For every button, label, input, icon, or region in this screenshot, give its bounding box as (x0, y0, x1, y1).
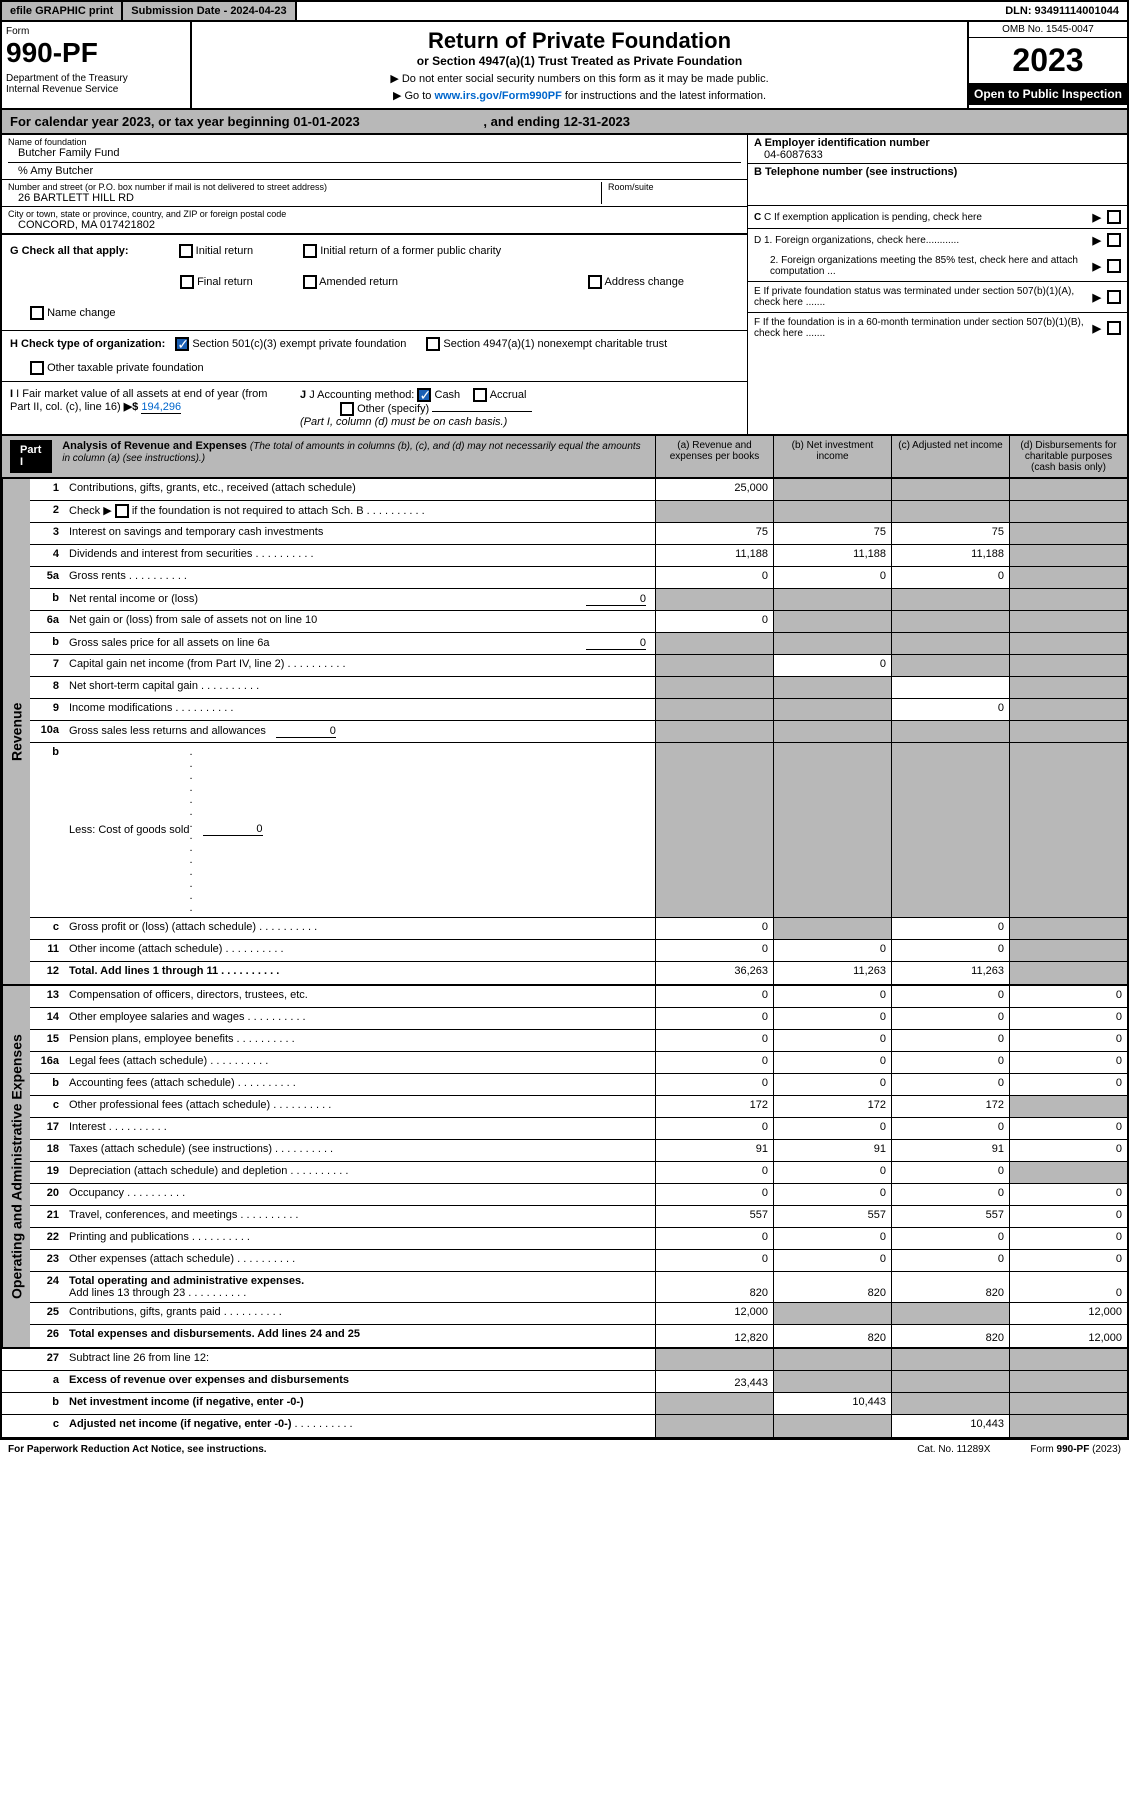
city-label: City or town, state or province, country… (8, 209, 741, 219)
checkbox-e[interactable] (1107, 290, 1121, 304)
dept-text: Department of the Treasury Internal Reve… (6, 73, 186, 95)
revenue-section: Revenue 1Contributions, gifts, grants, e… (0, 479, 1129, 986)
part-1-header: Part I Analysis of Revenue and Expenses … (0, 436, 1129, 479)
efile-button[interactable]: efile GRAPHIC print (2, 2, 123, 20)
top-bar: efile GRAPHIC print Submission Date - 20… (0, 0, 1129, 22)
care-of: % Amy Butcher (8, 162, 741, 177)
tax-year: 2023 (969, 38, 1127, 83)
col-c-header: (c) Adjusted net income (891, 436, 1009, 477)
name-label: Name of foundation (8, 137, 741, 147)
checkbox-name-change[interactable] (30, 306, 44, 320)
line-27-block: 27Subtract line 26 from line 12: aExcess… (0, 1349, 1129, 1439)
ein-label: A Employer identification number (754, 137, 1121, 149)
checkbox-4947[interactable] (426, 337, 440, 351)
checkbox-initial[interactable] (179, 244, 193, 258)
footer-cat: Cat. No. 11289X (917, 1444, 990, 1455)
checkbox-cash[interactable] (417, 388, 431, 402)
e-row: E If private foundation status was termi… (748, 282, 1127, 313)
checkbox-f[interactable] (1107, 321, 1121, 335)
ein: 04-6087633 (754, 149, 1121, 161)
form-label: Form (6, 26, 186, 37)
address: 26 BARTLETT HILL RD (8, 192, 601, 204)
l1-a: 25,000 (655, 479, 773, 500)
col-a-header: (a) Revenue and expenses per books (655, 436, 773, 477)
revenue-label: Revenue (2, 479, 30, 984)
f-row: F If the foundation is in a 60-month ter… (748, 313, 1127, 343)
form-number: 990-PF (6, 37, 186, 69)
g-row: G Check all that apply: Initial return I… (2, 234, 747, 330)
omb-number: OMB No. 1545-0047 (969, 22, 1127, 38)
checkbox-c[interactable] (1107, 210, 1121, 224)
checkbox-initial-former[interactable] (303, 244, 317, 258)
info-grid: Name of foundation Butcher Family Fund %… (0, 135, 1129, 436)
fmv-value[interactable]: 194,296 (141, 401, 181, 414)
addr-label: Number and street (or P.O. box number if… (8, 182, 601, 192)
c-row: C C If exemption application is pending,… (748, 206, 1127, 229)
col-d-header: (d) Disbursements for charitable purpose… (1009, 436, 1127, 477)
submission-date: Submission Date - 2024-04-23 (123, 2, 296, 20)
form-subtitle: or Section 4947(a)(1) Trust Treated as P… (198, 54, 961, 68)
note-1: ▶ Do not enter social security numbers o… (198, 72, 961, 85)
checkbox-501c3[interactable] (175, 337, 189, 351)
checkbox-addr-change[interactable] (588, 275, 602, 289)
phone-label: B Telephone number (see instructions) (754, 166, 1121, 178)
checkbox-d1[interactable] (1107, 233, 1121, 247)
note-2: ▶ Go to www.irs.gov/Form990PF for instru… (198, 89, 961, 102)
calendar-year-row: For calendar year 2023, or tax year begi… (0, 110, 1129, 135)
room-label: Room/suite (608, 182, 741, 192)
irs-link[interactable]: www.irs.gov/Form990PF (434, 90, 561, 102)
open-inspection: Open to Public Inspection (969, 83, 1127, 105)
part-1-label: Part I (10, 440, 52, 473)
checkbox-accrual[interactable] (473, 388, 487, 402)
expenses-section: Operating and Administrative Expenses 13… (0, 986, 1129, 1349)
foundation-name: Butcher Family Fund (8, 147, 741, 159)
checkbox-final[interactable] (180, 275, 194, 289)
footer-form: Form 990-PF (2023) (1030, 1444, 1121, 1455)
i-j-row: I I Fair market value of all assets at e… (2, 381, 747, 434)
expenses-label: Operating and Administrative Expenses (2, 986, 30, 1347)
checkbox-other-method[interactable] (340, 402, 354, 416)
checkbox-sch-b[interactable] (115, 504, 129, 518)
checkbox-d2[interactable] (1107, 259, 1121, 273)
d2-row: 2. Foreign organizations meeting the 85%… (748, 251, 1127, 282)
col-b-header: (b) Net investment income (773, 436, 891, 477)
footer-left: For Paperwork Reduction Act Notice, see … (8, 1444, 267, 1455)
footer: For Paperwork Reduction Act Notice, see … (0, 1439, 1129, 1459)
form-header: Form 990-PF Department of the Treasury I… (0, 22, 1129, 110)
checkbox-other-taxable[interactable] (30, 361, 44, 375)
city-state-zip: CONCORD, MA 017421802 (8, 219, 741, 231)
d1-row: D 1. Foreign organizations, check here..… (748, 229, 1127, 251)
checkbox-amended[interactable] (303, 275, 317, 289)
dln-number: DLN: 93491114001044 (997, 2, 1127, 20)
form-title: Return of Private Foundation (198, 28, 961, 54)
h-row: H Check type of organization: Section 50… (2, 330, 747, 381)
